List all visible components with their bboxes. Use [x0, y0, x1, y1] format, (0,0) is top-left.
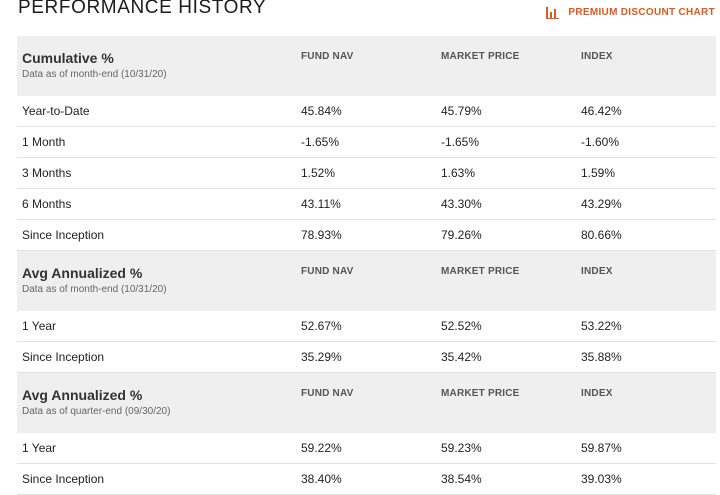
index-value: 46.42% [581, 104, 622, 118]
fund-nav-value: 43.11% [301, 197, 341, 211]
table-row: 1 Month -1.65% -1.65% -1.60% [17, 127, 716, 158]
market-price-value: -1.65% [441, 135, 480, 149]
fund-nav-value: 45.84% [301, 104, 342, 118]
column-header-index: INDEX [581, 51, 613, 62]
row-label: Since Inception [22, 350, 105, 364]
table-row: Since Inception 35.29% 35.42% 35.88% [17, 342, 716, 373]
performance-table: Cumulative % Data as of month-end (10/31… [17, 36, 716, 495]
index-value: 80.66% [581, 228, 622, 242]
market-price-value: 45.79% [441, 104, 482, 118]
row-label: Since Inception [22, 472, 105, 486]
row-label: 3 Months [22, 166, 72, 180]
section-title: Avg Annualized % [22, 387, 143, 403]
table-row: Year-to-Date 45.84% 45.79% 46.42% [17, 96, 716, 127]
table-row: 3 Months 1.52% 1.63% 1.59% [17, 158, 716, 189]
row-label: 1 Month [22, 135, 66, 149]
column-header-index: INDEX [581, 266, 613, 277]
premium-discount-chart-label: PREMIUM DISCOUNT CHART [568, 7, 715, 18]
index-value: 43.29% [581, 197, 622, 211]
column-header-fund-nav: FUND NAV [301, 51, 354, 62]
index-value: 53.22% [581, 319, 622, 333]
index-value: 1.59% [581, 166, 616, 180]
column-header-market-price: MARKET PRICE [441, 51, 520, 62]
row-label: 1 Year [22, 319, 57, 333]
section-header-cumulative: Cumulative % Data as of month-end (10/31… [17, 36, 716, 96]
fund-nav-value: 35.29% [301, 350, 342, 364]
column-header-fund-nav: FUND NAV [301, 388, 354, 399]
fund-nav-value: -1.65% [301, 135, 340, 149]
premium-discount-chart-link[interactable]: PREMIUM DISCOUNT CHART [546, 6, 715, 19]
row-label: 6 Months [22, 197, 72, 211]
row-label: Year-to-Date [22, 104, 90, 118]
market-price-value: 35.42% [441, 350, 482, 364]
section-subtitle: Data as of month-end (10/31/20) [22, 69, 167, 80]
table-row: 1 Year 59.22% 59.23% 59.87% [17, 433, 716, 464]
market-price-value: 1.63% [441, 166, 476, 180]
fund-nav-value: 78.93% [301, 228, 342, 242]
column-header-market-price: MARKET PRICE [441, 266, 520, 277]
column-header-fund-nav: FUND NAV [301, 266, 354, 277]
market-price-value: 52.52% [441, 319, 482, 333]
market-price-value: 59.23% [441, 441, 482, 455]
index-value: 39.03% [581, 472, 622, 486]
table-row: 6 Months 43.11% 43.30% 43.29% [17, 189, 716, 220]
index-value: -1.60% [581, 135, 620, 149]
table-row: 1 Year 52.67% 52.52% 53.22% [17, 311, 716, 342]
fund-nav-value: 52.67% [301, 319, 342, 333]
column-header-market-price: MARKET PRICE [441, 388, 520, 399]
row-label: Since Inception [22, 228, 105, 242]
section-title: Cumulative % [22, 50, 114, 66]
page-title: PERFORMANCE HISTORY [18, 0, 267, 18]
index-value: 59.87% [581, 441, 622, 455]
index-value: 35.88% [581, 350, 622, 364]
section-subtitle: Data as of month-end (10/31/20) [22, 284, 167, 295]
market-price-value: 38.54% [441, 472, 482, 486]
fund-nav-value: 59.22% [301, 441, 342, 455]
column-header-index: INDEX [581, 388, 613, 399]
section-header-avg-annualized-quarter: Avg Annualized % Data as of quarter-end … [17, 373, 716, 433]
page-header: PERFORMANCE HISTORY PREMIUM DISCOUNT CHA… [0, 0, 720, 36]
fund-nav-value: 1.52% [301, 166, 336, 180]
section-title: Avg Annualized % [22, 265, 143, 281]
fund-nav-value: 38.40% [301, 472, 342, 486]
market-price-value: 79.26% [441, 228, 482, 242]
row-label: 1 Year [22, 441, 57, 455]
table-row: Since Inception 78.93% 79.26% 80.66% [17, 220, 716, 251]
section-header-avg-annualized-month: Avg Annualized % Data as of month-end (1… [17, 251, 716, 311]
bar-chart-icon [546, 7, 560, 19]
market-price-value: 43.30% [441, 197, 482, 211]
section-subtitle: Data as of quarter-end (09/30/20) [22, 406, 171, 417]
table-row: Since Inception 38.40% 38.54% 39.03% [17, 464, 716, 495]
